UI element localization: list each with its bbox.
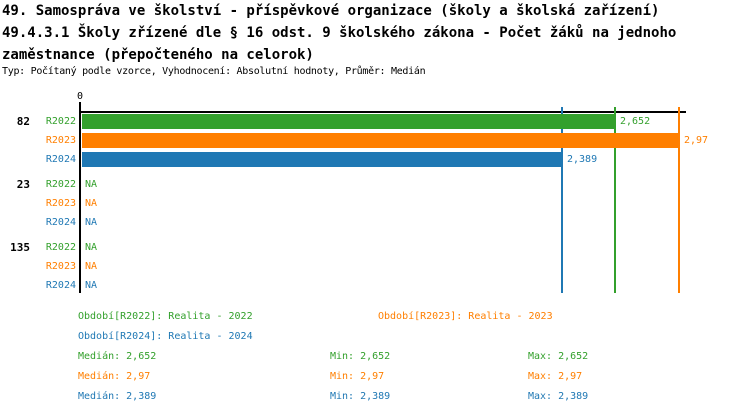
report-title-line-3: zaměstnance (přepočteného na celorok) <box>2 47 314 63</box>
bar-r2023 <box>82 133 679 148</box>
series-label-r2022: R2022 <box>45 242 76 253</box>
bar-r2022 <box>82 114 615 129</box>
stat-min-r2024: Min: 2,389 <box>330 391 391 402</box>
na-value-label: NA <box>85 261 98 272</box>
na-value-label: NA <box>85 242 98 253</box>
bar-value-label: 2,652 <box>620 116 651 127</box>
median-line-r2024 <box>561 107 563 293</box>
stat-median-r2024: Medián: 2,389 <box>78 391 157 402</box>
report-title-line-1: 49. Samospráva ve školství - příspěvkové… <box>2 3 660 19</box>
series-label-r2024: R2024 <box>45 217 76 228</box>
series-label-r2024: R2024 <box>45 154 76 165</box>
series-label-r2023: R2023 <box>45 135 76 146</box>
median-line-r2023 <box>678 107 680 293</box>
stat-max-r2023: Max: 2,97 <box>528 371 583 382</box>
stat-median-r2022: Medián: 2,652 <box>78 351 157 362</box>
stat-min-r2023: Min: 2,97 <box>330 371 385 382</box>
x-axis-top-rule <box>79 111 686 113</box>
legend-item-r2024: Období[R2024]: Realita - 2024 <box>78 331 253 342</box>
legend-item-r2023: Období[R2023]: Realita - 2023 <box>378 311 553 322</box>
group-label: 23 <box>16 178 30 191</box>
bar-r2024 <box>82 152 562 167</box>
bar-value-label: 2,389 <box>567 154 598 165</box>
group-label: 82 <box>16 115 30 128</box>
series-label-r2022: R2022 <box>45 116 76 127</box>
stat-min-r2022: Min: 2,652 <box>330 351 391 362</box>
bar-chart: 0 82 R2022 2,652 R2023 2,97 R2024 2,389 23 R2022… <box>10 91 709 293</box>
y-axis-line <box>79 102 81 293</box>
series-label-r2024: R2024 <box>45 280 76 291</box>
na-value-label: NA <box>85 217 98 228</box>
stat-median-r2023: Medián: 2,97 <box>78 371 151 382</box>
series-label-r2023: R2023 <box>45 261 76 272</box>
bar-value-label: 2,97 <box>684 135 709 146</box>
series-label-r2022: R2022 <box>45 179 76 190</box>
legend-item-r2022: Období[R2022]: Realita - 2022 <box>78 311 253 322</box>
axis-origin-label: 0 <box>76 91 84 102</box>
na-value-label: NA <box>85 179 98 190</box>
series-label-r2023: R2023 <box>45 198 76 209</box>
stat-max-r2024: Max: 2,389 <box>528 391 589 402</box>
report-meta-line: Typ: Počítaný podle vzorce, Vyhodnocení:… <box>2 66 426 77</box>
group-label: 135 <box>10 241 30 254</box>
na-value-label: NA <box>85 280 98 291</box>
na-value-label: NA <box>85 198 98 209</box>
stat-max-r2022: Max: 2,652 <box>528 351 589 362</box>
median-line-r2022 <box>614 107 616 293</box>
report-title-line-2: 49.4.3.1 Školy zřízené dle § 16 odst. 9 … <box>2 25 677 41</box>
